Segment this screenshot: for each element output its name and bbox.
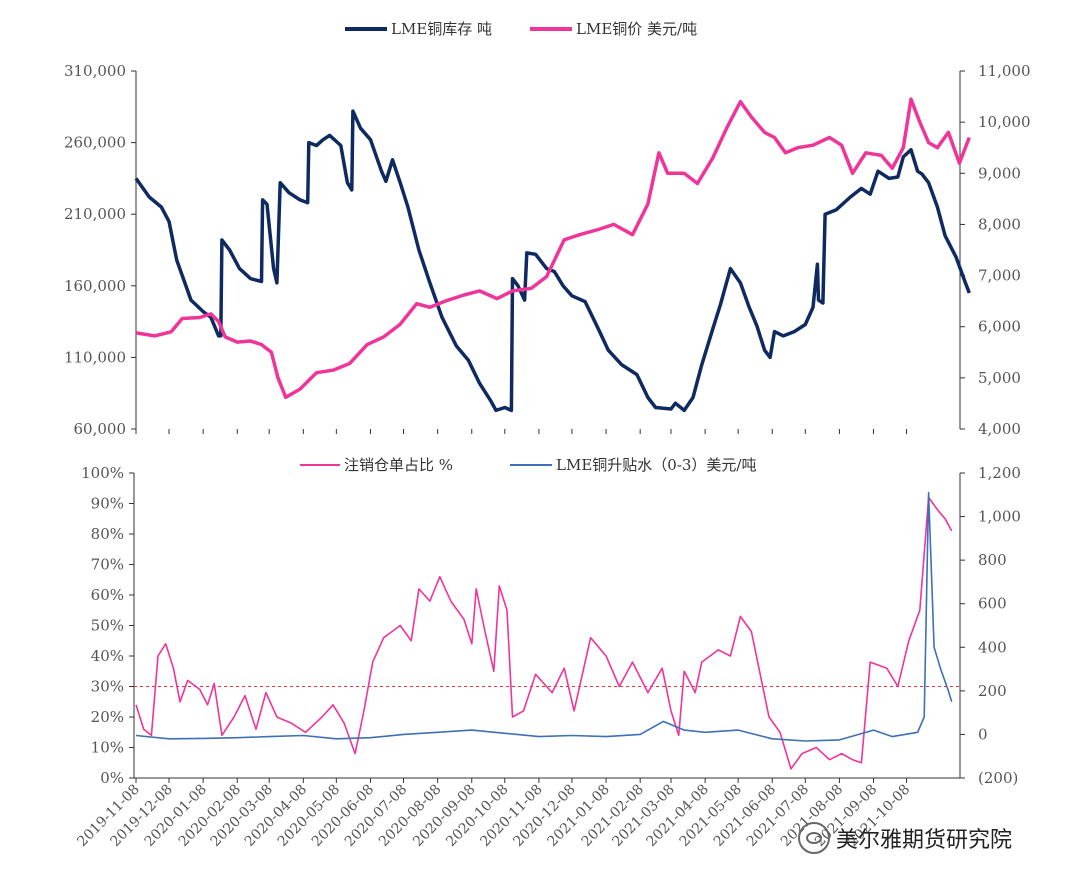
y-left-tick-label-0-2: 210,000 <box>64 205 126 223</box>
y-right-tick-label-1-4: 400 <box>978 638 1007 656</box>
y-right-tick-label-0-5: 6,000 <box>978 318 1021 336</box>
y-right-tick-label-0-2: 9,000 <box>978 164 1021 182</box>
legend-label-0-0: LME铜库存 吨 <box>391 20 492 38</box>
y-left-tick-label-1-1: 90% <box>91 495 124 513</box>
legend-label-1-0: 注销仓单占比 % <box>344 456 453 474</box>
legend-label-1-1: LME铜升贴水（0-3）美元/吨 <box>556 456 756 474</box>
y-right-tick-label-1-5: 200 <box>978 682 1007 700</box>
y-left-tick-label-0-0: 310,000 <box>64 62 126 80</box>
y-right-tick-label-1-6: 0 <box>978 725 988 743</box>
y-right-tick-label-1-0: 1,200 <box>978 464 1021 482</box>
wechat-icon <box>798 822 830 854</box>
y-right-tick-label-1-2: 800 <box>978 551 1007 569</box>
y-right-tick-label-0-7: 4,000 <box>978 420 1021 438</box>
legend-label-0-1: LME铜价 美元/吨 <box>576 20 697 38</box>
y-left-tick-label-1-5: 50% <box>91 617 124 635</box>
y-left-tick-label-1-2: 80% <box>91 525 124 543</box>
y-right-tick-label-0-1: 10,000 <box>978 113 1031 131</box>
watermark-text: 美尔雅期货研究院 <box>836 828 1013 853</box>
y-left-tick-label-1-8: 20% <box>91 708 124 726</box>
series-line-1-0 <box>135 496 953 770</box>
y-right-tick-label-1-3: 600 <box>978 595 1007 613</box>
y-right-tick-label-0-3: 8,000 <box>978 215 1021 233</box>
y-left-tick-label-1-0: 100% <box>81 464 124 482</box>
series-line-0-0 <box>134 109 971 413</box>
y-left-tick-label-1-9: 10% <box>91 739 124 757</box>
series-line-1-1 <box>135 491 953 742</box>
y-left-tick-label-0-1: 260,000 <box>64 134 126 152</box>
y-left-tick-label-1-7: 30% <box>91 678 124 696</box>
y-left-tick-label-1-4: 60% <box>91 586 124 604</box>
y-left-tick-label-0-3: 160,000 <box>64 277 126 295</box>
y-right-tick-label-0-0: 11,000 <box>978 62 1031 80</box>
y-left-tick-label-1-3: 70% <box>91 556 124 574</box>
y-right-tick-label-1-7: (200) <box>978 769 1018 787</box>
y-left-tick-label-1-10: 0% <box>100 769 124 787</box>
y-left-tick-label-0-5: 60,000 <box>74 420 127 438</box>
series-line-0-1 <box>135 97 971 400</box>
y-left-tick-label-1-6: 40% <box>91 647 124 665</box>
y-left-tick-label-0-4: 110,000 <box>64 348 126 366</box>
watermark: 美尔雅期货研究院 <box>798 822 1012 854</box>
y-right-tick-label-1-1: 1,000 <box>978 508 1021 526</box>
y-right-tick-label-0-4: 7,000 <box>978 267 1021 285</box>
y-right-tick-label-0-6: 5,000 <box>978 369 1021 387</box>
